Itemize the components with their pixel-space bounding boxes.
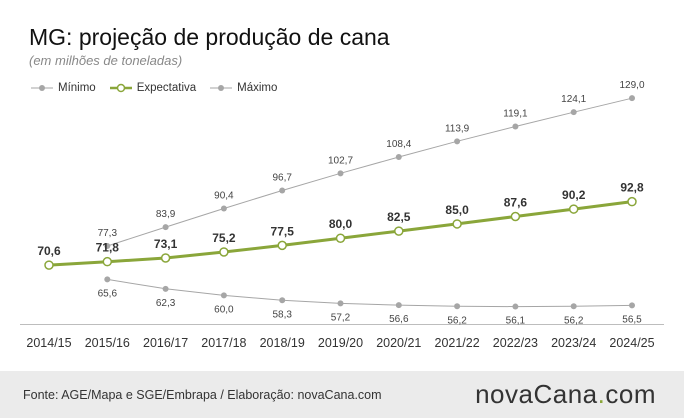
point-minimo-10	[629, 302, 635, 309]
point-minimo-8	[512, 303, 519, 310]
data-label-maximo-2: 83,9	[156, 209, 176, 220]
data-label-expectativa-3: 75,2	[212, 231, 236, 245]
chart-title: MG: projeção de produção de cana	[29, 24, 390, 50]
logo-dot: .	[597, 379, 606, 409]
legend-item-maximo: Máximo	[210, 82, 277, 94]
data-label-expectativa-6: 82,5	[387, 210, 411, 224]
point-expectativa-6	[394, 226, 404, 236]
data-label-minimo-8: 56,1	[506, 316, 526, 327]
data-label-minimo-4: 58,3	[272, 309, 292, 320]
data-label-expectativa-2: 73,1	[154, 237, 178, 251]
chart-subtitle: (em milhões de toneladas)	[29, 53, 183, 68]
series-line-expectativa	[48, 200, 633, 267]
x-tick-label-3: 2017/18	[201, 336, 246, 350]
data-label-expectativa-1: 71,8	[96, 241, 120, 255]
data-label-maximo-9: 124,1	[561, 94, 586, 105]
data-label-maximo-7: 113,9	[445, 123, 470, 134]
footer: Fonte: AGE/Mapa e SGE/Embrapa / Elaboraç…	[0, 371, 684, 418]
data-label-minimo-1: 65,6	[98, 288, 118, 299]
legend-swatch-maximo	[210, 85, 233, 91]
data-label-minimo-10: 56,5	[622, 314, 642, 325]
data-label-maximo-4: 96,7	[272, 172, 292, 183]
data-label-expectativa-8: 87,6	[504, 196, 528, 210]
point-maximo-1	[104, 242, 111, 249]
data-label-maximo-3: 90,4	[214, 191, 234, 202]
point-maximo-2	[162, 224, 169, 231]
data-label-maximo-6: 108,4	[386, 139, 411, 150]
data-label-expectativa-5: 80,0	[329, 217, 353, 231]
series-line-maximo	[107, 97, 633, 247]
x-tick-label-5: 2019/20	[318, 336, 363, 350]
legend-swatch-minimo	[31, 85, 53, 91]
data-label-expectativa-9: 90,2	[562, 188, 586, 202]
point-maximo-6	[395, 154, 402, 161]
x-tick-label-8: 2022/23	[493, 336, 538, 350]
point-minimo-7	[454, 303, 461, 310]
point-maximo-7	[454, 138, 461, 145]
x-tick-label-4: 2018/19	[260, 336, 305, 350]
chart-card: MG: projeção de produção de cana (em mil…	[0, 0, 684, 371]
data-label-minimo-2: 62,3	[156, 298, 176, 309]
point-minimo-1	[104, 276, 111, 283]
point-maximo-3	[220, 205, 227, 212]
point-maximo-4	[279, 187, 286, 194]
logo-part-com: com	[605, 379, 656, 409]
chart-legend: Mínimo Expectativa Máximo	[31, 80, 291, 96]
data-label-maximo-5: 102,7	[328, 155, 353, 166]
point-expectativa-1	[102, 256, 113, 267]
x-tick-label-6: 2020/21	[376, 336, 421, 350]
point-expectativa-10	[627, 196, 637, 207]
point-expectativa-9	[568, 204, 579, 214]
legend-label-maximo: Máximo	[237, 82, 278, 94]
logo-part-cana: Cana	[533, 379, 598, 409]
data-label-maximo-8: 119,1	[503, 108, 528, 119]
data-label-minimo-9: 56,2	[564, 315, 584, 326]
point-minimo-3	[220, 292, 227, 299]
source-note: Fonte: AGE/Mapa e SGE/Embrapa / Elaboraç…	[23, 388, 382, 402]
x-tick-label-9: 2023/24	[551, 336, 596, 350]
x-tick-label-10: 2024/25	[609, 336, 654, 350]
x-tick-label-1: 2015/16	[85, 336, 130, 350]
data-label-expectativa-10: 92,8	[620, 181, 644, 195]
data-label-expectativa-0: 70,6	[37, 244, 61, 258]
data-label-expectativa-4: 77,5	[271, 224, 295, 238]
x-tick-label-0: 2014/15	[26, 336, 71, 350]
point-minimo-4	[279, 297, 286, 304]
data-label-expectativa-7: 85,0	[445, 203, 469, 217]
x-tick-label-2: 2016/17	[143, 336, 188, 350]
point-expectativa-4	[277, 240, 287, 251]
legend-item-expectativa: Expectativa	[109, 82, 197, 94]
point-minimo-6	[395, 302, 402, 309]
point-expectativa-7	[452, 219, 462, 229]
data-label-maximo-1: 77,3	[98, 228, 118, 239]
point-minimo-2	[162, 285, 169, 292]
point-minimo-5	[337, 300, 344, 307]
legend-label-minimo: Mínimo	[58, 82, 96, 94]
data-label-minimo-3: 60,0	[214, 304, 234, 315]
point-expectativa-3	[219, 247, 229, 257]
data-label-maximo-10: 129,0	[619, 80, 644, 91]
point-minimo-9	[570, 303, 577, 310]
legend-swatch-expectativa	[109, 83, 132, 93]
legend-label-expectativa: Expectativa	[136, 82, 197, 94]
point-maximo-8	[512, 123, 519, 130]
point-expectativa-2	[160, 253, 171, 263]
point-maximo-5	[337, 170, 344, 177]
data-label-minimo-7: 56,2	[447, 315, 467, 326]
point-expectativa-5	[335, 233, 346, 243]
point-maximo-10	[629, 95, 635, 102]
novacana-logo: novaCana.com	[475, 379, 656, 410]
x-tick-label-7: 2021/22	[435, 336, 480, 350]
legend-item-minimo: Mínimo	[31, 82, 96, 94]
series-line-minimo	[107, 278, 633, 308]
line-chart: 2014/15 2015/16 2016/17 2017/18 2018/19 2019/…	[20, 80, 664, 350]
point-expectativa-0	[44, 260, 54, 270]
point-expectativa-8	[510, 211, 521, 222]
point-maximo-9	[570, 109, 577, 116]
data-label-minimo-5: 57,2	[331, 312, 351, 323]
logo-part-nova: nova	[475, 379, 534, 409]
data-label-minimo-6: 56,6	[389, 314, 409, 325]
